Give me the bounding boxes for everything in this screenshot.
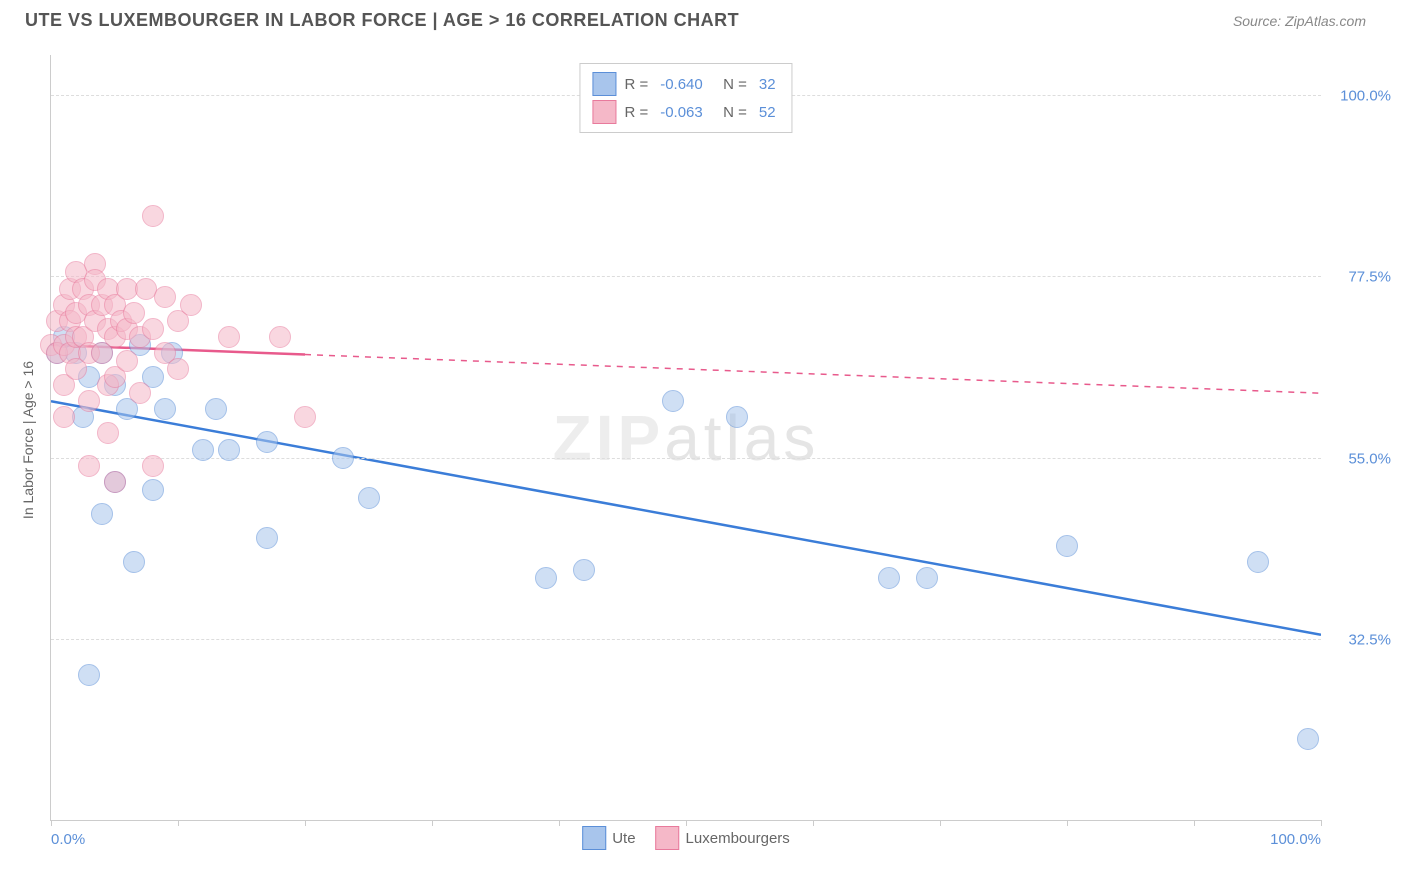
x-tick [559,820,560,826]
y-tick-label: 77.5% [1331,269,1391,286]
data-point [256,527,278,549]
data-point [78,455,100,477]
x-tick [1067,820,1068,826]
x-tick [305,820,306,826]
r-value: -0.063 [660,104,703,121]
legend-item: Ute [582,826,635,850]
y-tick-label: 32.5% [1331,631,1391,648]
data-point [256,431,278,453]
x-tick [432,820,433,826]
r-value: -0.640 [660,76,703,93]
y-tick-label: 55.0% [1331,450,1391,467]
legend-item: Luxembourgers [656,826,790,850]
data-point [142,205,164,227]
chart-source: Source: ZipAtlas.com [1233,13,1366,29]
trendlines-svg [51,55,1321,820]
n-value: 32 [759,76,776,93]
y-tick-label: 100.0% [1331,88,1391,105]
x-tick [813,820,814,826]
data-point [97,422,119,444]
legend-row: R = -0.063 N = 52 [592,98,779,126]
data-point [142,455,164,477]
gridline: 55.0% [51,458,1321,459]
data-point [192,439,214,461]
data-point [662,390,684,412]
data-point [1247,551,1269,573]
r-label: R = [624,76,648,93]
data-point [129,382,151,404]
y-axis-label: In Labor Force | Age > 16 [20,361,36,519]
legend-swatch [582,826,606,850]
x-tick [1321,820,1322,826]
data-point [205,398,227,420]
data-point [154,286,176,308]
legend-swatch [656,826,680,850]
data-point [167,358,189,380]
data-point [726,406,748,428]
data-point [78,664,100,686]
x-tick-label: 0.0% [51,831,85,848]
chart-container: ZIPatlas R = -0.640 N = 32 R = -0.063 N … [50,55,1360,820]
data-point [878,567,900,589]
gridline: 77.5% [51,276,1321,277]
watermark: ZIPatlas [553,401,820,475]
x-tick [178,820,179,826]
data-point [91,503,113,525]
data-point [154,398,176,420]
x-tick-label: 100.0% [1270,831,1321,848]
data-point [104,471,126,493]
data-point [218,439,240,461]
gridline: 32.5% [51,639,1321,640]
x-tick [940,820,941,826]
n-value: 52 [759,104,776,121]
data-point [142,318,164,340]
trendline-dashed [305,355,1321,394]
series-legend: Ute Luxembourgers [582,826,790,850]
x-tick [51,820,52,826]
data-point [294,406,316,428]
n-label: N = [715,104,747,121]
data-point [358,487,380,509]
data-point [916,567,938,589]
correlation-legend: R = -0.640 N = 32 R = -0.063 N = 52 [579,63,792,133]
data-point [142,479,164,501]
scatter-plot: ZIPatlas R = -0.640 N = 32 R = -0.063 N … [50,55,1321,821]
series-label: Ute [612,830,635,847]
legend-row: R = -0.640 N = 32 [592,70,779,98]
x-tick [1194,820,1195,826]
data-point [218,326,240,348]
data-point [573,559,595,581]
data-point [53,406,75,428]
data-point [535,567,557,589]
r-label: R = [624,104,648,121]
n-label: N = [715,76,747,93]
data-point [180,294,202,316]
trendline-solid [51,401,1321,635]
data-point [332,447,354,469]
legend-swatch [592,72,616,96]
x-tick [686,820,687,826]
data-point [123,551,145,573]
data-point [116,350,138,372]
series-label: Luxembourgers [686,830,790,847]
chart-title: UTE VS LUXEMBOURGER IN LABOR FORCE | AGE… [25,10,739,31]
data-point [1297,728,1319,750]
data-point [1056,535,1078,557]
data-point [78,390,100,412]
data-point [123,302,145,324]
data-point [269,326,291,348]
legend-swatch [592,100,616,124]
